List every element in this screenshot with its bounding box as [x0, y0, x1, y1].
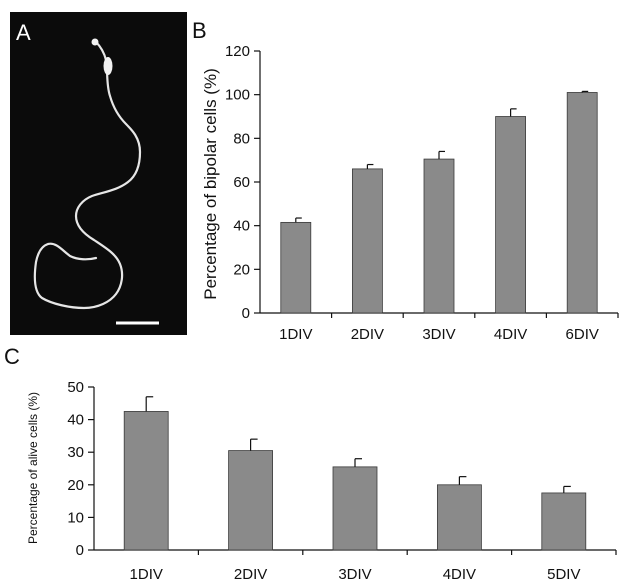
bar — [352, 169, 382, 313]
x-tick-label: 1DIV — [279, 326, 312, 343]
panel-letter-b: B — [192, 18, 207, 43]
panel-b-chart: 0 20 40 60 80 100 120 1DIV 2DIV 3DIV 4DIV 6DIV — [225, 43, 618, 343]
y-tick-label: 40 — [233, 218, 250, 235]
panel-a: A — [10, 12, 187, 335]
y-tick-label: 50 — [67, 379, 84, 396]
x-tick-label: 4DIV — [494, 326, 527, 343]
panel-c: C Percentage of alive cells (%) 0 10 20 30 4… — [4, 344, 616, 583]
panel-b: B Percentage of bipolar cells (%) 0 20 40 6… — [192, 18, 618, 343]
neuron-soma — [104, 57, 113, 75]
x-tick-label: 1DIV — [130, 566, 163, 583]
bar — [333, 467, 377, 550]
x-tick-label: 2DIV — [234, 566, 267, 583]
growth-cone — [92, 39, 99, 46]
y-tick-label: 100 — [225, 87, 250, 104]
x-tick-label: 4DIV — [443, 566, 476, 583]
y-tick-label: 10 — [67, 509, 84, 526]
x-tick-label: 5DIV — [547, 566, 580, 583]
y-tick-label: 120 — [225, 43, 250, 60]
bar — [437, 485, 481, 550]
y-tick-label: 0 — [76, 542, 84, 559]
y-tick-label: 60 — [233, 174, 250, 191]
y-tick-label: 20 — [233, 261, 250, 278]
bar — [542, 493, 586, 550]
y-tick-label: 20 — [67, 477, 84, 494]
panel-letter-a: A — [16, 20, 31, 45]
x-tick-label: 3DIV — [338, 566, 371, 583]
panel-letter-c: C — [4, 344, 20, 369]
y-tick-label: 0 — [242, 305, 250, 322]
bar — [281, 222, 311, 313]
y-tick-label: 80 — [233, 130, 250, 147]
bar — [567, 92, 597, 313]
x-tick-label: 6DIV — [566, 326, 599, 343]
y-tick-label: 40 — [67, 412, 84, 429]
y-tick-label: 30 — [67, 444, 84, 461]
panel-c-chart: 0 10 20 30 40 50 1DIV 2DIV 3DIV 4DIV 5DIV — [67, 379, 616, 583]
panel-c-y-axis-label: Percentage of alive cells (%) — [26, 392, 40, 544]
x-tick-label: 3DIV — [422, 326, 455, 343]
bar — [124, 411, 168, 550]
bar — [424, 159, 454, 313]
x-tick-label: 2DIV — [351, 326, 384, 343]
bar — [496, 117, 526, 314]
bar — [229, 451, 273, 550]
panel-b-y-axis-label: Percentage of bipolar cells (%) — [201, 68, 220, 300]
